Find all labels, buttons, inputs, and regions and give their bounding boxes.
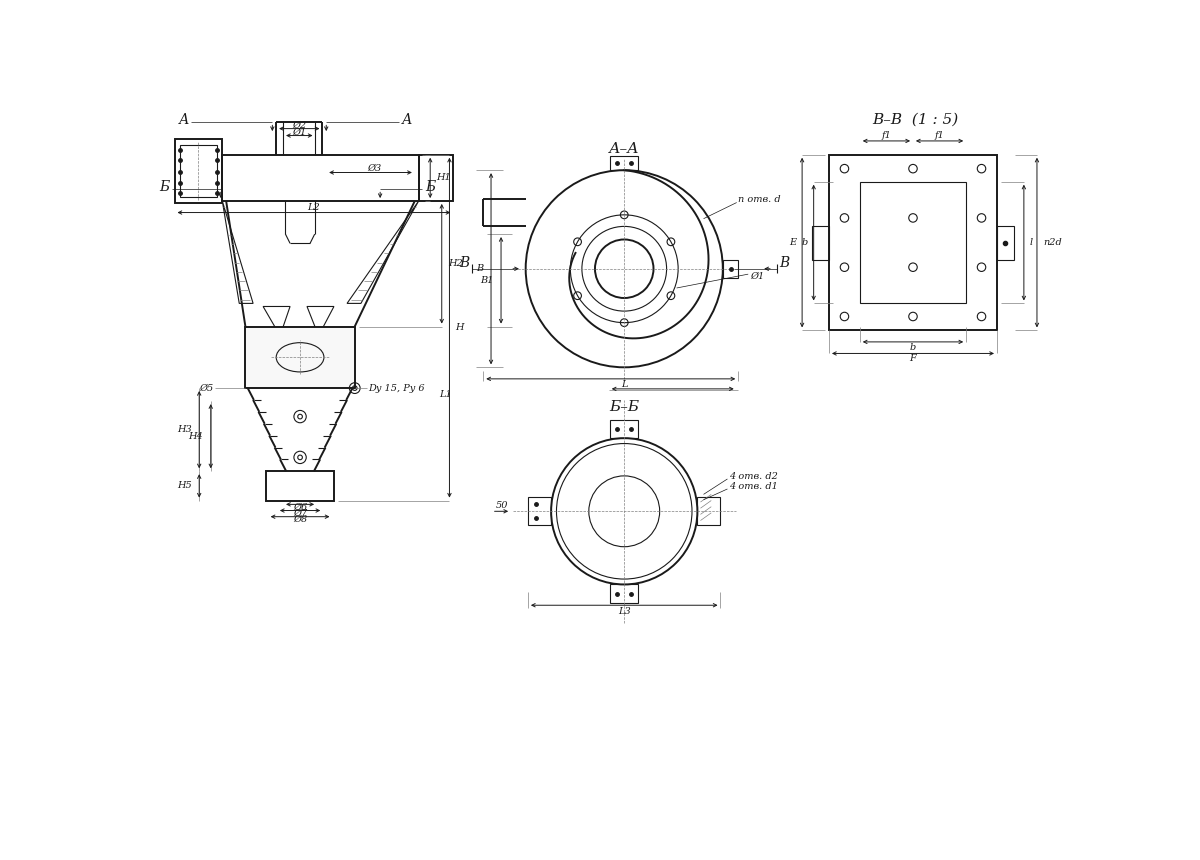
Text: В: В — [458, 255, 469, 269]
Bar — [266, 471, 334, 501]
Text: А: А — [402, 114, 413, 127]
Text: В: В — [779, 255, 790, 269]
Bar — [829, 155, 997, 330]
Text: В–В  (1 : 5): В–В (1 : 5) — [872, 114, 959, 127]
Bar — [528, 497, 551, 525]
Text: H4: H4 — [188, 432, 203, 440]
Text: Ø5: Ø5 — [199, 384, 214, 393]
Text: А: А — [179, 114, 190, 127]
Text: Б: Б — [160, 180, 169, 194]
Text: Ø7: Ø7 — [293, 509, 307, 518]
Text: 4 отв. d2: 4 отв. d2 — [728, 472, 778, 481]
Text: Ø1: Ø1 — [750, 272, 764, 281]
Text: Б: Б — [425, 180, 436, 194]
Text: Ø2: Ø2 — [292, 121, 306, 130]
Bar — [419, 155, 454, 201]
Bar — [611, 585, 638, 603]
Bar — [812, 225, 829, 260]
Text: Dy 15, Py 6: Dy 15, Py 6 — [368, 384, 425, 393]
Bar — [174, 139, 222, 203]
Text: 4 отв. d1: 4 отв. d1 — [728, 482, 778, 491]
Bar — [611, 420, 638, 438]
Text: n2d: n2d — [1043, 238, 1062, 247]
Text: B: B — [476, 264, 484, 273]
Text: b: b — [910, 343, 916, 352]
Text: B1: B1 — [480, 276, 493, 285]
Text: l: l — [1030, 238, 1033, 247]
Text: f1: f1 — [882, 131, 892, 140]
Text: А–А: А–А — [608, 143, 640, 157]
Text: f1: f1 — [935, 131, 944, 140]
Bar — [245, 327, 355, 388]
Text: Ø1: Ø1 — [292, 128, 306, 137]
Bar — [180, 144, 217, 197]
Bar — [611, 157, 638, 170]
Bar — [697, 497, 720, 525]
Text: Ø3: Ø3 — [367, 163, 382, 172]
Text: 50: 50 — [496, 501, 508, 510]
Text: L3: L3 — [618, 607, 631, 616]
Text: Ø8: Ø8 — [293, 515, 307, 525]
Text: L1: L1 — [439, 390, 452, 399]
Text: Ø6: Ø6 — [293, 503, 307, 512]
Bar — [860, 181, 966, 304]
Text: Б–Б: Б–Б — [610, 401, 640, 415]
Text: n отв. d: n отв. d — [738, 195, 781, 204]
Text: H2: H2 — [448, 259, 463, 268]
Text: H3: H3 — [176, 425, 192, 434]
Bar — [222, 155, 419, 201]
Text: L2: L2 — [307, 204, 320, 212]
Text: b: b — [802, 238, 808, 247]
Text: H: H — [456, 323, 464, 332]
Bar — [997, 225, 1014, 260]
Bar — [722, 260, 738, 278]
Text: E: E — [788, 238, 796, 247]
Text: H5: H5 — [176, 482, 192, 490]
Text: H1: H1 — [437, 174, 451, 182]
Text: F: F — [910, 354, 917, 363]
Text: L: L — [620, 380, 628, 389]
